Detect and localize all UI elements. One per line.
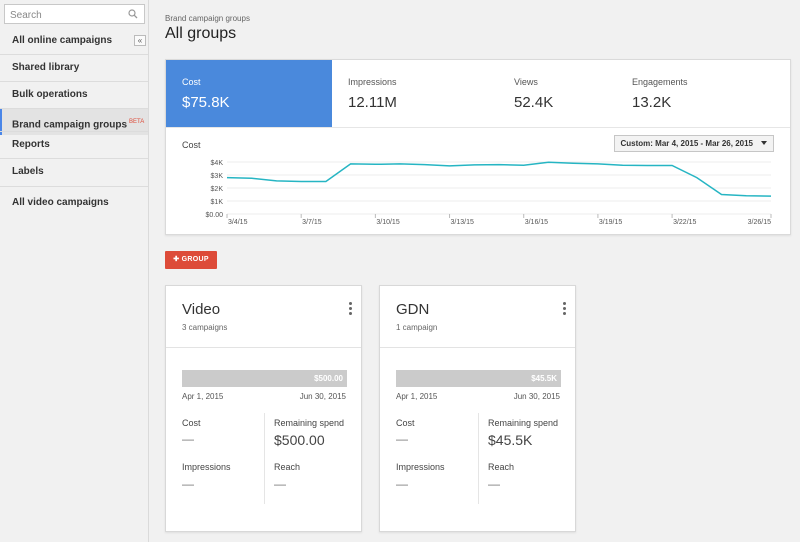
end-date: Jun 30, 2015 — [299, 392, 346, 401]
cost-value: — — [396, 432, 408, 446]
sidebar: All online campaigns « Shared library Bu… — [0, 0, 149, 542]
x-tick-label: 3/13/15 — [451, 219, 474, 226]
divider — [0, 186, 148, 187]
metric-label: Cost — [182, 77, 201, 87]
divider — [264, 413, 265, 504]
divider — [380, 347, 575, 348]
sidebar-item-bulk-operations[interactable]: Bulk operations — [0, 82, 148, 108]
x-tick-label: 3/22/15 — [673, 219, 696, 226]
divider — [0, 158, 148, 159]
sidebar-item-brand-campaign-groups[interactable]: Brand campaign groups BETA — [0, 109, 148, 135]
more-vert-icon[interactable] — [561, 302, 567, 318]
metric-tab-impressions[interactable]: Impressions 12.11M — [332, 60, 498, 127]
group-card-gdn[interactable]: GDN 1 campaign $45.5K Apr 1, 2015 Jun 30… — [379, 285, 576, 532]
divider — [166, 127, 790, 128]
divider — [0, 81, 148, 82]
start-date: Apr 1, 2015 — [396, 392, 438, 401]
impressions-label: Impressions — [182, 462, 231, 472]
chart-title: Cost — [182, 140, 201, 150]
search-box[interactable] — [4, 4, 145, 25]
x-tick-label: 3/10/15 — [376, 219, 399, 226]
group-title[interactable]: GDN — [396, 301, 430, 318]
metric-value: $75.8K — [182, 94, 230, 111]
sidebar-item-label: Brand campaign groups — [12, 119, 128, 131]
remaining-spend-label: Remaining spend — [488, 418, 559, 428]
y-tick-label: $0.00 — [205, 212, 223, 219]
cost-value: — — [182, 432, 194, 446]
sidebar-item-all-video-campaigns[interactable]: All video campaigns — [0, 190, 148, 216]
divider — [0, 131, 148, 132]
search-icon[interactable] — [128, 9, 138, 19]
impressions-value: — — [182, 477, 194, 491]
y-tick-label: $4K — [211, 160, 224, 167]
impressions-label: Impressions — [396, 462, 445, 472]
divider — [0, 54, 148, 55]
divider — [478, 413, 479, 504]
collapse-sidebar-icon[interactable]: « — [134, 35, 146, 46]
more-vert-icon[interactable] — [347, 302, 353, 318]
group-subtitle: 1 campaign — [396, 323, 438, 332]
date-range-label: Custom: Mar 4, 2015 - Mar 26, 2015 — [620, 139, 753, 148]
summary-card: Cost $75.8K Impressions 12.11M Views 52.… — [165, 59, 791, 235]
metric-value: 52.4K — [514, 94, 554, 111]
add-group-label: GROUP — [181, 256, 209, 263]
page-title: All groups — [165, 25, 237, 42]
cost-chart: $4K $3K $2K $1K $0.00 3/4/15 3/7/15 3/10/15 3/13… — [205, 160, 772, 226]
x-tick-label: 3/16/15 — [525, 219, 548, 226]
reach-value: — — [488, 477, 500, 491]
x-tick-label: 3/19/15 — [599, 219, 622, 226]
group-subtitle: 3 campaigns — [182, 323, 228, 332]
metric-tab-views[interactable]: Views 52.4K — [498, 60, 614, 127]
sidebar-item-label: All video campaigns — [12, 197, 109, 208]
group-card-video[interactable]: Video 3 campaigns $500.00 Apr 1, 2015 Ju… — [165, 285, 362, 532]
remaining-spend-value: $45.5K — [488, 432, 533, 448]
beta-badge: BETA — [129, 119, 145, 125]
add-group-button[interactable]: ✚ GROUP — [165, 251, 217, 269]
sidebar-item-label: Bulk operations — [12, 89, 88, 100]
impressions-value: — — [396, 477, 408, 491]
divider — [166, 347, 361, 348]
sidebar-item-all-online-campaigns[interactable]: All online campaigns — [0, 28, 148, 54]
sidebar-item-label: All online campaigns — [12, 35, 113, 46]
x-tick-label: 3/26/15 — [748, 219, 771, 226]
cost-label: Cost — [182, 418, 201, 428]
metric-tab-cost[interactable]: Cost $75.8K — [166, 60, 332, 127]
reach-label: Reach — [488, 462, 515, 472]
sidebar-item-reports[interactable]: Reports — [0, 132, 148, 158]
cost-series-line — [226, 161, 772, 197]
chevron-down-icon — [761, 141, 767, 145]
metric-label: Impressions — [348, 77, 397, 87]
metric-label: Engagements — [632, 77, 688, 87]
x-tick-label: 3/4/15 — [228, 219, 248, 226]
metric-value: 12.11M — [348, 94, 397, 111]
metric-value: 13.2K — [632, 94, 672, 111]
start-date: Apr 1, 2015 — [182, 392, 224, 401]
budget-bar: $500.00 — [182, 370, 347, 387]
x-tick-label: 3/7/15 — [302, 219, 322, 226]
breadcrumb[interactable]: Brand campaign groups — [165, 14, 250, 23]
sidebar-item-label: Shared library — [12, 62, 80, 73]
cost-label: Cost — [396, 418, 415, 428]
reach-value: — — [274, 477, 286, 491]
sidebar-item-label: Reports — [12, 139, 50, 150]
metric-label: Views — [514, 77, 538, 87]
sidebar-item-label: Labels — [12, 166, 44, 177]
sidebar-item-shared-library[interactable]: Shared library — [0, 55, 148, 81]
plus-icon: ✚ — [173, 256, 182, 263]
y-tick-label: $1K — [211, 199, 224, 206]
metric-tab-engagements[interactable]: Engagements 13.2K — [616, 60, 776, 127]
sidebar-item-labels[interactable]: Labels — [0, 159, 148, 185]
y-tick-label: $2K — [211, 186, 224, 193]
end-date: Jun 30, 2015 — [513, 392, 560, 401]
reach-label: Reach — [274, 462, 301, 472]
divider — [0, 108, 148, 109]
search-input[interactable] — [5, 6, 120, 25]
date-range-dropdown[interactable]: Custom: Mar 4, 2015 - Mar 26, 2015 — [614, 135, 774, 152]
group-title[interactable]: Video — [182, 301, 221, 318]
remaining-spend-label: Remaining spend — [274, 418, 345, 428]
y-tick-label: $3K — [211, 173, 224, 180]
budget-bar: $45.5K — [396, 370, 561, 387]
remaining-spend-value: $500.00 — [274, 432, 325, 448]
